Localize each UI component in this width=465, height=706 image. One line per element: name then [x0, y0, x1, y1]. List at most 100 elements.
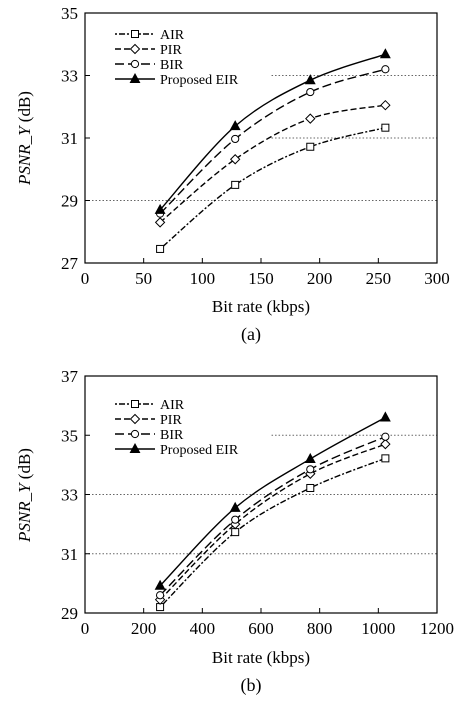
x-tick-label: 400: [190, 619, 216, 638]
data-point: [380, 99, 391, 111]
legend-marker: [130, 59, 140, 69]
chart-caption: (b): [241, 675, 262, 696]
legend-label: BIR: [160, 58, 184, 73]
data-point: [155, 591, 165, 600]
data-point: [379, 48, 391, 59]
y-tick-label: 33: [61, 486, 78, 505]
data-point: [381, 123, 390, 132]
legend-item: BIR: [115, 428, 184, 443]
series-line: [159, 443, 386, 601]
legend-item: Proposed EIR: [115, 72, 239, 88]
x-tick-label: 300: [424, 269, 450, 288]
data-point: [306, 483, 315, 492]
x-tick-label: 150: [248, 269, 274, 288]
x-tick-label: 250: [366, 269, 392, 288]
series-line: [159, 127, 386, 250]
legend-marker: [131, 400, 139, 408]
series-bir: [155, 432, 390, 600]
y-tick-label: 37: [61, 367, 79, 386]
y-tick-label: 29: [61, 604, 78, 623]
data-point: [379, 411, 391, 422]
series-air: [156, 123, 390, 253]
y-tick-label: 31: [61, 129, 78, 148]
legend-label: PIR: [160, 413, 182, 428]
series-air: [156, 454, 390, 612]
data-point: [380, 438, 391, 450]
chart-caption: (a): [241, 324, 261, 345]
chart-b: 0 200 400 600 800 1000 1200 29 31 33 35 37 Bit rate …: [15, 367, 454, 696]
y-axis-label-main: PSNR_Y: [15, 482, 34, 543]
legend-marker: [129, 413, 141, 425]
x-tick-label: 200: [131, 619, 157, 638]
data-point: [231, 180, 240, 189]
y-tick-label: 35: [61, 426, 78, 445]
legend-label: BIR: [160, 428, 184, 443]
series-line: [159, 436, 386, 596]
y-axis-label: PSNR_Y (dB): [15, 91, 34, 186]
data-point: [305, 113, 316, 124]
legend-item: Proposed EIR: [115, 442, 239, 458]
y-tick-label: 29: [61, 192, 78, 211]
data-point: [381, 432, 390, 441]
legend-marker: [131, 30, 139, 38]
data-point: [231, 134, 240, 144]
x-axis-label: Bit rate (kbps): [212, 648, 310, 667]
series-line: [159, 53, 386, 211]
legend-item: PIR: [115, 43, 182, 58]
x-tick-label: 800: [307, 619, 333, 638]
x-tick-label: 1000: [361, 619, 395, 638]
data-point: [231, 528, 240, 537]
y-tick-label: 33: [61, 67, 78, 86]
series-pir: [154, 99, 391, 228]
x-tick-label: 0: [81, 269, 90, 288]
legend-marker: [129, 72, 141, 83]
series-pir: [154, 438, 391, 605]
y-axis-label: PSNR_Y (dB): [15, 448, 34, 543]
data-point: [229, 154, 241, 165]
data-point: [229, 501, 241, 512]
x-tick-label: 200: [307, 269, 333, 288]
data-point: [229, 120, 241, 131]
x-tick-label: 0: [81, 619, 90, 638]
data-point: [304, 452, 316, 463]
y-tick-label: 27: [61, 254, 79, 273]
legend-label: AIR: [160, 28, 185, 43]
legend-label: PIR: [160, 43, 182, 58]
x-tick-label: 1200: [420, 619, 454, 638]
y-tick-label: 31: [61, 545, 78, 564]
y-tick-label: 35: [61, 4, 78, 23]
data-point: [381, 454, 390, 463]
legend-item: BIR: [115, 58, 184, 73]
legend-label: Proposed EIR: [160, 73, 239, 88]
data-point: [154, 203, 166, 214]
data-point: [154, 579, 166, 590]
x-tick-label: 600: [248, 619, 274, 638]
data-point: [306, 87, 315, 97]
x-tick-label: 50: [135, 269, 152, 288]
data-point: [306, 465, 315, 474]
legend-item: AIR: [115, 398, 185, 413]
data-point: [156, 244, 165, 253]
data-point: [154, 217, 166, 228]
series-proposed-eir: [154, 411, 391, 590]
data-point: [306, 142, 315, 151]
series-line: [159, 104, 386, 223]
legend-label: Proposed EIR: [160, 443, 239, 458]
y-axis-label-unit: (dB): [15, 448, 34, 483]
y-axis-label-unit: (dB): [15, 91, 34, 126]
legend-label: AIR: [160, 398, 185, 413]
series-line: [159, 416, 386, 587]
series-line: [159, 457, 386, 608]
y-axis-label-main: PSNR_Y: [15, 125, 34, 186]
x-tick-label: 100: [190, 269, 216, 288]
legend-marker: [130, 429, 140, 439]
data-point: [304, 74, 316, 85]
chart-a: 0 50 100 150 200 250 300 27 29 31 33 35 Bit rate (kb…: [15, 4, 450, 345]
legend-marker: [129, 43, 141, 55]
series-proposed-eir: [154, 48, 391, 214]
legend-marker: [129, 442, 141, 453]
legend-item: PIR: [115, 413, 182, 428]
legend-item: AIR: [115, 28, 185, 43]
data-point: [231, 515, 240, 524]
